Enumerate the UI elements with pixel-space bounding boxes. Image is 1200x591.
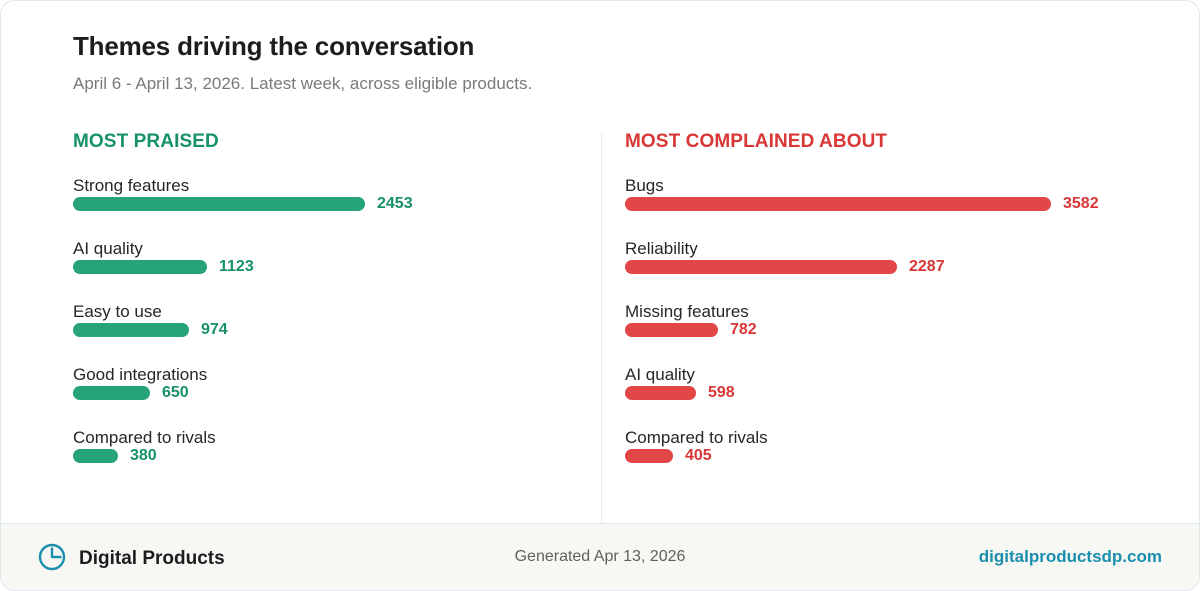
most-complained-row: AI quality 598 — [625, 363, 887, 426]
bar — [625, 323, 718, 337]
category-label: Reliability — [625, 239, 698, 258]
bar — [625, 197, 1051, 211]
brand-name: Digital Products — [79, 547, 225, 569]
bar-value-label: 405 — [685, 447, 712, 464]
most-complained-chart: MOST COMPLAINED ABOUT Bugs 3582 Reliabilit… — [625, 129, 1099, 489]
bar — [73, 260, 207, 274]
bar — [625, 386, 696, 400]
category-label: Strong features — [73, 176, 190, 195]
most-praised-chart: MOST PRAISED Strong features 2453 AI quali… — [73, 129, 413, 489]
bar-value-label: 974 — [201, 321, 228, 338]
most-complained-rows: Bugs 3582 Reliability 2287 Missing features 7… — [625, 174, 1099, 489]
column-divider — [601, 133, 602, 525]
page-title: Themes driving the conversation — [73, 31, 475, 61]
site-link[interactable]: digitalproductsdp.com — [978, 547, 1162, 566]
most-complained-row: Reliability 2287 — [625, 237, 945, 300]
bar-value-label: 380 — [130, 447, 157, 464]
brand: Digital Products — [38, 543, 225, 571]
bar — [73, 449, 118, 463]
most-praised-row: Compared to rivals 380 — [73, 426, 219, 489]
most-complained-heading: MOST COMPLAINED ABOUT — [625, 131, 888, 152]
most-praised-row: Easy to use 974 — [73, 300, 228, 363]
category-label: Bugs — [625, 176, 664, 195]
most-praised-row: Good integrations 650 — [73, 363, 219, 426]
category-label: Good integrations — [73, 365, 208, 384]
footer: Digital Products Generated Apr 13, 2026 … — [1, 523, 1199, 590]
bar — [73, 323, 189, 337]
bar-value-label: 650 — [162, 384, 189, 401]
bar-value-label: 3582 — [1063, 195, 1099, 212]
bar — [625, 260, 897, 274]
bar-value-label: 2453 — [377, 195, 413, 212]
page-subtitle: April 6 - April 13, 2026. Latest week, a… — [73, 74, 533, 93]
bar — [73, 386, 150, 400]
most-praised-heading: MOST PRAISED — [73, 131, 219, 152]
bar — [625, 449, 673, 463]
bar-value-label: 2287 — [909, 258, 945, 275]
most-praised-row: Strong features 2453 — [73, 174, 413, 237]
category-label: Easy to use — [73, 302, 162, 321]
category-label: AI quality — [625, 365, 695, 384]
most-complained-row: Compared to rivals 405 — [625, 426, 887, 489]
pie-chart-icon — [38, 543, 66, 571]
most-complained-row: Missing features 782 — [625, 300, 887, 363]
bar-value-label: 598 — [708, 384, 735, 401]
category-label: Compared to rivals — [73, 428, 216, 447]
generated-date: Generated Apr 13, 2026 — [514, 548, 686, 565]
bar-value-label: 1123 — [219, 258, 254, 275]
bar-value-label: 782 — [730, 321, 757, 338]
category-label: AI quality — [73, 239, 143, 258]
most-praised-rows: Strong features 2453 AI quality 1123 Easy to… — [73, 174, 413, 489]
bar — [73, 197, 365, 211]
most-praised-row: AI quality 1123 — [73, 237, 254, 300]
most-complained-row: Bugs 3582 — [625, 174, 1099, 237]
category-label: Compared to rivals — [625, 428, 768, 447]
category-label: Missing features — [625, 302, 749, 321]
